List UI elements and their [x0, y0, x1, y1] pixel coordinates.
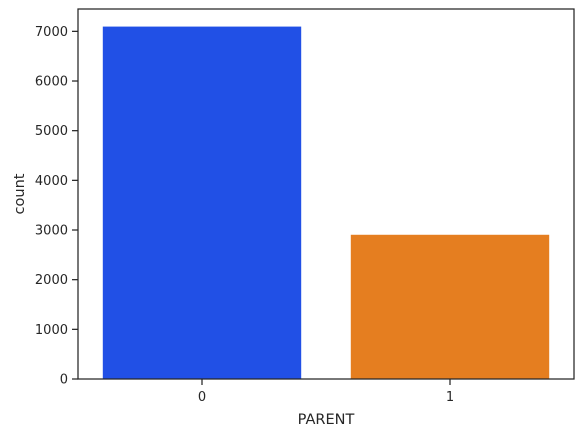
- plot-frame: [77, 8, 575, 380]
- y-tick-label: 7000: [35, 25, 68, 40]
- y-tick-label: 0: [60, 373, 68, 388]
- y-tick-label: 1000: [35, 323, 68, 338]
- y-tick-label: 2000: [35, 273, 68, 288]
- bars-group: [102, 26, 550, 379]
- y-tick-label: 6000: [35, 75, 68, 90]
- bar-1: [350, 234, 550, 379]
- x-tick-label: 0: [198, 390, 206, 405]
- y-tick-label: 5000: [35, 124, 68, 139]
- bar-0: [102, 26, 302, 379]
- x-tick-label: 1: [446, 390, 454, 405]
- y-axis-label: count: [12, 173, 28, 214]
- y-axis-ticks: 0 1000 2000 3000 4000 5000 6000 7000: [35, 25, 78, 388]
- y-tick-label: 4000: [35, 174, 68, 189]
- y-tick-label: 3000: [35, 224, 68, 239]
- x-axis-label: PARENT: [298, 412, 355, 428]
